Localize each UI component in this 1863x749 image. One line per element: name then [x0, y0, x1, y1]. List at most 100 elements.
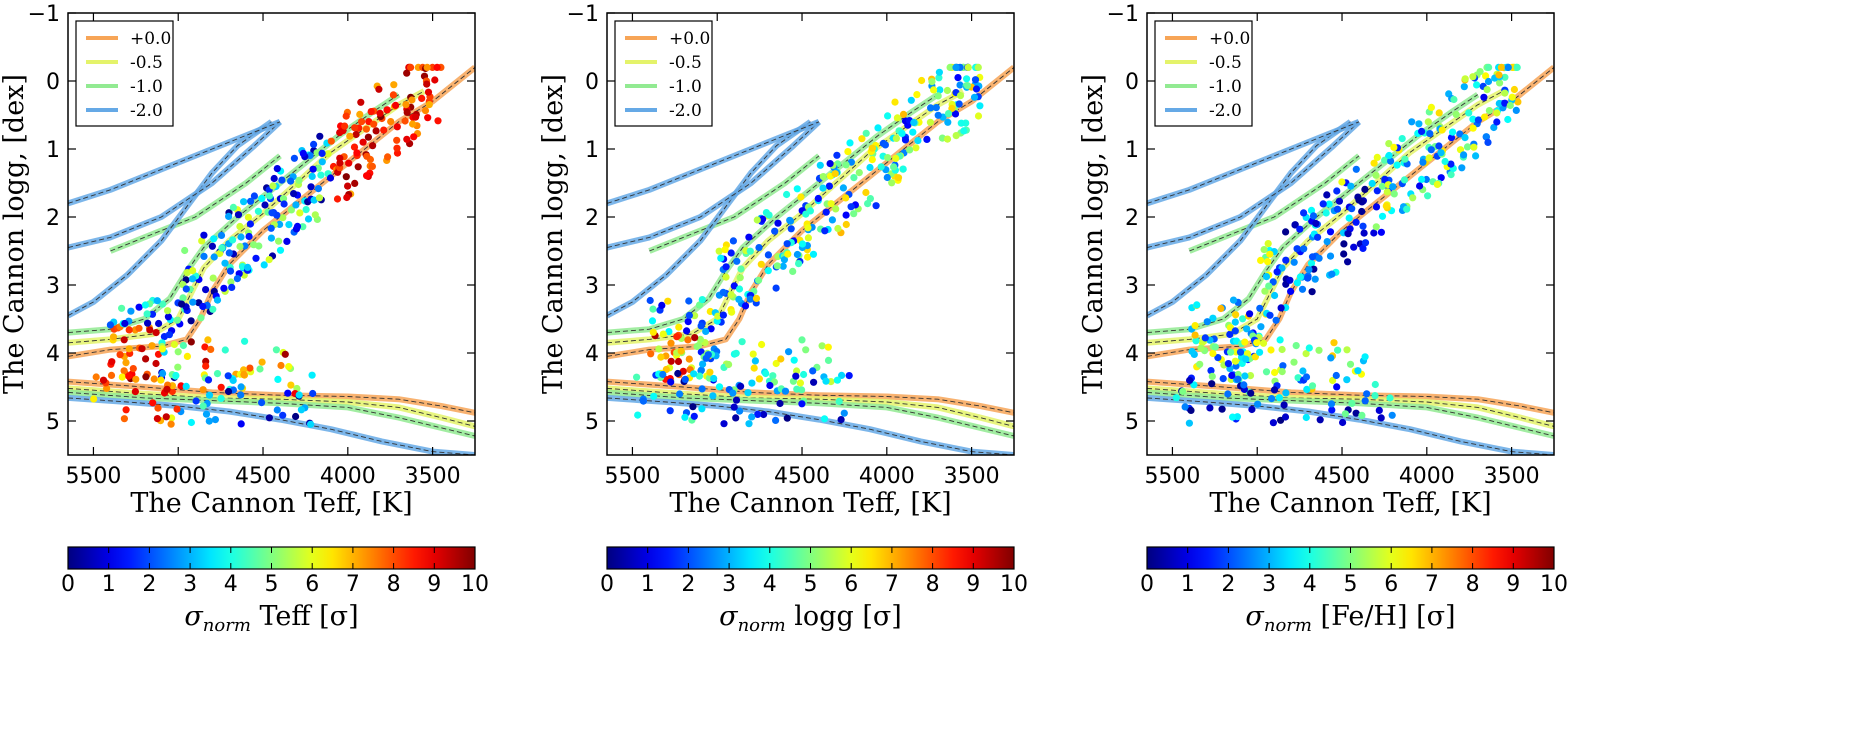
scatter-point — [1300, 209, 1308, 217]
x-tick-label: 3500 — [1484, 464, 1540, 489]
scatter-point — [954, 74, 962, 82]
scatter-point — [1236, 348, 1245, 356]
scatter-point — [299, 223, 307, 231]
scatter-point — [1361, 185, 1369, 193]
scatter-point — [798, 240, 807, 248]
scatter-point — [696, 335, 705, 343]
legend-label: +0.0 — [669, 29, 710, 49]
scatter-point — [412, 113, 420, 121]
scatter-point — [891, 98, 899, 106]
scatter-point — [1476, 68, 1484, 76]
scatter-point — [1340, 240, 1348, 248]
scatter-point — [341, 122, 349, 130]
scatter-point — [201, 343, 209, 351]
scatter-point — [1370, 159, 1378, 167]
scatter-point — [1300, 245, 1308, 253]
scatter-point — [421, 107, 430, 115]
scatter-point — [1302, 413, 1310, 422]
scatter-point — [118, 304, 126, 312]
scatter-point — [1344, 230, 1352, 238]
scatter-point — [779, 262, 787, 270]
scatter-point — [1226, 330, 1234, 338]
scatter-point — [883, 173, 891, 182]
scatter-point — [659, 370, 667, 379]
scatter-point — [1307, 206, 1316, 214]
scatter-point — [1456, 130, 1464, 138]
scatter-point — [1343, 346, 1351, 354]
scatter-point — [1315, 346, 1323, 354]
colorbar-label: σnorm logg [σ] — [719, 601, 902, 636]
scatter-point — [1508, 93, 1516, 101]
y-tick-label: 5 — [46, 410, 60, 435]
scatter-point — [777, 355, 785, 363]
scatter-point — [657, 353, 665, 361]
colorbar-tick-label: 1 — [102, 572, 116, 597]
scatter-point — [826, 160, 834, 168]
scatter-point — [1234, 375, 1242, 383]
scatter-point — [877, 163, 885, 171]
scatter-point — [850, 210, 858, 218]
scatter-point — [1241, 372, 1249, 380]
scatter-point — [198, 237, 206, 245]
scatter-point — [357, 98, 365, 106]
scatter-point — [1504, 115, 1512, 124]
scatter-point — [1506, 101, 1514, 110]
scatter-point — [951, 110, 960, 118]
x-tick-label: 4000 — [320, 464, 376, 489]
scatter-point — [976, 102, 984, 110]
scatter-point — [1447, 160, 1455, 168]
scatter-point — [1359, 222, 1367, 230]
scatter-point — [372, 127, 380, 135]
scatter-point — [228, 283, 236, 291]
scatter-point — [245, 232, 253, 241]
scatter-point — [1435, 109, 1443, 117]
scatter-point — [285, 363, 293, 371]
x-tick-label: 5500 — [604, 464, 660, 489]
scatter-point — [1247, 389, 1255, 397]
scatter-point — [1294, 374, 1302, 382]
scatter-point — [689, 403, 697, 411]
scatter-point — [898, 129, 906, 137]
scatter-point — [1400, 176, 1409, 184]
scatter-point — [881, 141, 890, 149]
scatter-point — [199, 402, 207, 410]
scatter-point — [1302, 373, 1311, 381]
scatter-point — [1231, 327, 1239, 335]
scatter-point — [1355, 196, 1363, 204]
scatter-point — [299, 149, 307, 157]
scatter-point — [202, 362, 210, 370]
y-tick-label: 5 — [585, 410, 599, 435]
scatter-point — [899, 165, 907, 173]
scatter-point — [1340, 250, 1348, 258]
scatter-point — [884, 154, 892, 162]
scatter-point — [197, 314, 205, 322]
scatter-point — [224, 372, 232, 380]
scatter-point — [821, 227, 829, 235]
scatter-point — [1296, 225, 1304, 233]
scatter-point — [729, 389, 737, 397]
scatter-point — [1447, 171, 1455, 179]
scatter-point — [279, 195, 288, 203]
scatter-point — [906, 146, 914, 154]
scatter-point — [116, 351, 124, 359]
scatter-point — [741, 302, 750, 310]
scatter-point — [722, 263, 730, 271]
scatter-point — [1372, 171, 1380, 179]
scatter-point — [729, 237, 738, 245]
isochrone--0.5-dwarf — [68, 385, 475, 430]
scatter-point — [295, 176, 303, 184]
scatter-point — [1290, 258, 1298, 266]
scatter-point — [342, 112, 350, 120]
scatter-point — [99, 376, 108, 384]
scatter-point — [952, 132, 960, 140]
scatter-point — [154, 350, 163, 358]
scatter-point — [946, 63, 954, 71]
scatter-point — [684, 318, 692, 326]
scatter-point — [802, 346, 810, 354]
isochrone-+0.0-dwarf — [607, 378, 1014, 416]
scatter-point — [1275, 394, 1283, 402]
scatter-point — [934, 111, 942, 119]
scatter-point — [787, 225, 795, 233]
scatter-point — [275, 237, 283, 245]
scatter-point — [649, 305, 657, 313]
